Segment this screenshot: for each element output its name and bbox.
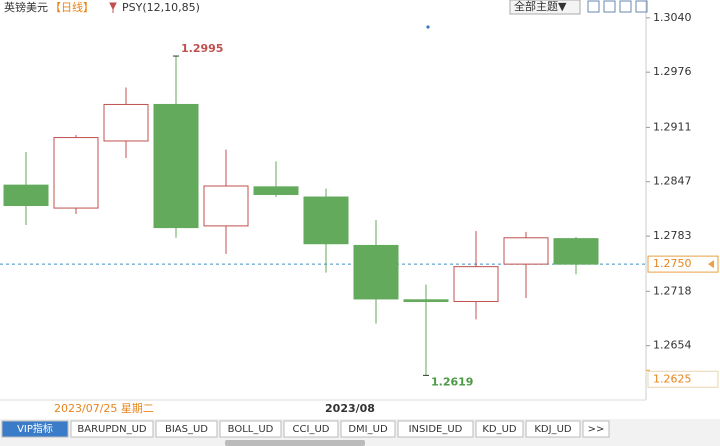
current-price-arrow: [708, 260, 714, 269]
candle-body: [353, 244, 399, 300]
tab-label[interactable]: >>: [588, 424, 605, 435]
scrollbar[interactable]: [225, 440, 365, 446]
tab-label[interactable]: KD_UD: [482, 424, 517, 435]
tab[interactable]: [525, 420, 581, 438]
candle-body: [103, 103, 149, 142]
indicator-dot: [426, 25, 430, 29]
y-tick-label: 1.3040: [653, 11, 692, 24]
low-label: 1.2619: [431, 375, 473, 388]
current-price-label: 1.2750: [653, 257, 692, 270]
chart-title: 英镑美元: [4, 0, 48, 14]
period: 【日线】: [50, 0, 94, 14]
tab[interactable]: [70, 420, 154, 438]
tab-label[interactable]: KDJ_UD: [534, 424, 572, 435]
candle-body: [453, 266, 499, 302]
candle-body: [503, 237, 549, 265]
toolbar-icons[interactable]: [587, 0, 648, 13]
y-tick-label: 1.2847: [653, 175, 692, 188]
tab[interactable]: [397, 420, 474, 438]
candle-body: [303, 196, 349, 245]
candle-body: [3, 184, 49, 207]
pin-icon[interactable]: [109, 2, 117, 13]
tab-label[interactable]: BARUPDN_UD: [77, 424, 146, 435]
tab-label[interactable]: BOLL_UD: [228, 424, 274, 435]
candle-body: [53, 137, 99, 209]
bottom-price-box: [647, 370, 719, 388]
x-tick-label: 2023/08: [325, 402, 375, 415]
theme-button[interactable]: [509, 0, 581, 15]
y-tick-label: 1.2718: [653, 284, 692, 297]
candle-body: [553, 238, 599, 265]
tab-label[interactable]: BIAS_UD: [165, 424, 208, 435]
tab[interactable]: [155, 420, 218, 438]
tab[interactable]: [1, 420, 69, 438]
tab[interactable]: [219, 420, 282, 438]
tab[interactable]: [582, 420, 610, 438]
tab[interactable]: [340, 420, 396, 438]
y-tick-label: 1.2911: [653, 120, 692, 133]
tab-label[interactable]: VIP指标: [17, 422, 53, 435]
bottom-price-label: 1.2625: [653, 372, 692, 385]
y-tick-label: 1.2783: [653, 229, 692, 242]
tab[interactable]: [475, 420, 524, 438]
tab-label[interactable]: CCI_UD: [293, 424, 330, 435]
high-label: 1.2995: [181, 42, 223, 55]
candle-body: [403, 299, 449, 302]
candle-body: [153, 103, 199, 229]
candle-body: [253, 186, 299, 195]
candle-body: [203, 185, 249, 227]
y-tick-label: 1.2976: [653, 65, 692, 78]
tab-label[interactable]: DMI_UD: [348, 424, 388, 435]
tab[interactable]: [283, 420, 339, 438]
y-tick-label: 1.2654: [653, 339, 692, 352]
tab-label[interactable]: INSIDE_UD: [409, 424, 463, 435]
theme-button-label[interactable]: 全部主题▼: [514, 0, 567, 13]
indicator: PSY(12,10,85): [122, 1, 200, 14]
current-price-box: [647, 255, 719, 273]
cursor-date: 2023/07/25 星期二: [54, 402, 154, 415]
